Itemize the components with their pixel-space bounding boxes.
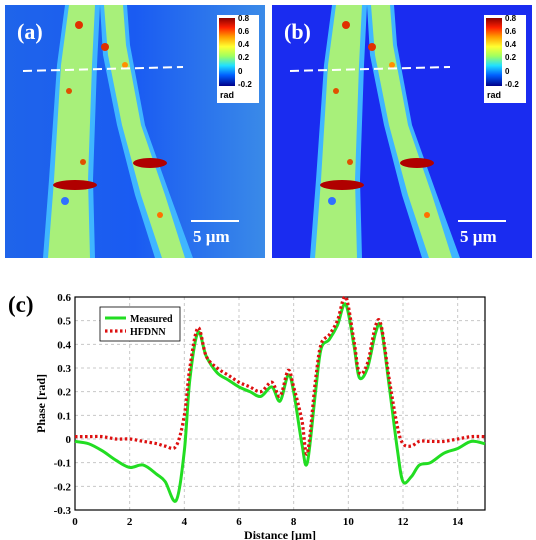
phase-profile-chart: 0 2 4 6 8 10 12 14 0.6 0.5 0.4 0.3 0.2 0.1 0 -0.1 -0.2 -0… bbox=[34, 292, 486, 540]
y-tick-label: 0.1 bbox=[57, 410, 71, 422]
colorbar-unit: rad bbox=[487, 90, 502, 100]
x-tick-label: 12 bbox=[398, 516, 410, 528]
colorbar-a: 0.8 0.6 0.4 0.2 0 -0.2 rad bbox=[217, 15, 259, 103]
colorbar-gradient bbox=[486, 18, 502, 86]
y-tick-label: -0.3 bbox=[54, 505, 72, 517]
panel-label-b: (b) bbox=[284, 19, 311, 44]
colorbar-tick: -0.2 bbox=[238, 80, 252, 89]
y-tick-label: 0.4 bbox=[57, 339, 71, 351]
colorbar-tick: 0.8 bbox=[238, 14, 250, 23]
legend-box bbox=[99, 306, 181, 342]
x-tick-label: 0 bbox=[72, 516, 78, 528]
y-tick-label: 0.6 bbox=[57, 292, 71, 304]
legend-label: Measured bbox=[130, 314, 173, 325]
y-tick-label: -0.2 bbox=[54, 481, 72, 493]
phase-image-a: (a) 0.8 0.6 0.4 0.2 0 -0.2 rad 5 µm bbox=[5, 5, 265, 258]
colorbar-unit: rad bbox=[220, 90, 235, 100]
x-tick-label: 2 bbox=[127, 516, 133, 528]
y-tick-label: -0.1 bbox=[54, 458, 71, 470]
y-tick-label: 0.5 bbox=[57, 316, 71, 328]
colorbar-tick: -0.2 bbox=[505, 80, 519, 89]
colorbar-tick: 0.4 bbox=[238, 40, 250, 49]
scale-bar bbox=[458, 220, 506, 222]
colorbar-tick: 0.6 bbox=[505, 27, 517, 36]
colorbar-tick: 0.8 bbox=[505, 14, 517, 23]
y-tick-label: 0.2 bbox=[57, 387, 71, 399]
x-tick-label: 8 bbox=[291, 516, 297, 528]
y-tick-label: 0.3 bbox=[57, 363, 71, 375]
colorbar-tick: 0.2 bbox=[505, 53, 517, 62]
colorbar-b: 0.8 0.6 0.4 0.2 0 -0.2 rad bbox=[484, 15, 526, 103]
x-tick-label: 10 bbox=[343, 516, 355, 528]
series-line-measured bbox=[74, 302, 486, 503]
y-axis-label: Phase [rad] bbox=[34, 374, 48, 433]
colorbar-tick: 0 bbox=[238, 67, 243, 76]
y-tick-label: 0 bbox=[66, 434, 72, 446]
colorbar-tick: 0 bbox=[505, 67, 510, 76]
scale-label: 5 µm bbox=[460, 227, 497, 246]
colorbar-tick: 0.2 bbox=[238, 53, 250, 62]
phase-image-b: (b) 0.8 0.6 0.4 0.2 0 -0.2 rad 5 µm bbox=[272, 5, 532, 258]
colorbar-gradient bbox=[219, 18, 235, 86]
colorbar-tick: 0.6 bbox=[238, 27, 250, 36]
panel-label-a: (a) bbox=[17, 19, 43, 44]
series-line-hfdnn bbox=[75, 295, 486, 456]
plot-frame bbox=[74, 296, 486, 511]
panel-label-c: (c) bbox=[8, 292, 34, 317]
scale-bar bbox=[191, 220, 239, 222]
scale-label: 5 µm bbox=[193, 227, 230, 246]
x-axis-label: Distance [µm] bbox=[244, 528, 316, 540]
x-tick-label: 4 bbox=[182, 516, 188, 528]
legend-label: HFDNN bbox=[130, 327, 166, 338]
hfdnn-phase-map bbox=[272, 5, 532, 258]
x-tick-label: 6 bbox=[236, 516, 242, 528]
colorbar-tick: 0.4 bbox=[505, 40, 517, 49]
x-tick-label: 14 bbox=[452, 516, 464, 528]
